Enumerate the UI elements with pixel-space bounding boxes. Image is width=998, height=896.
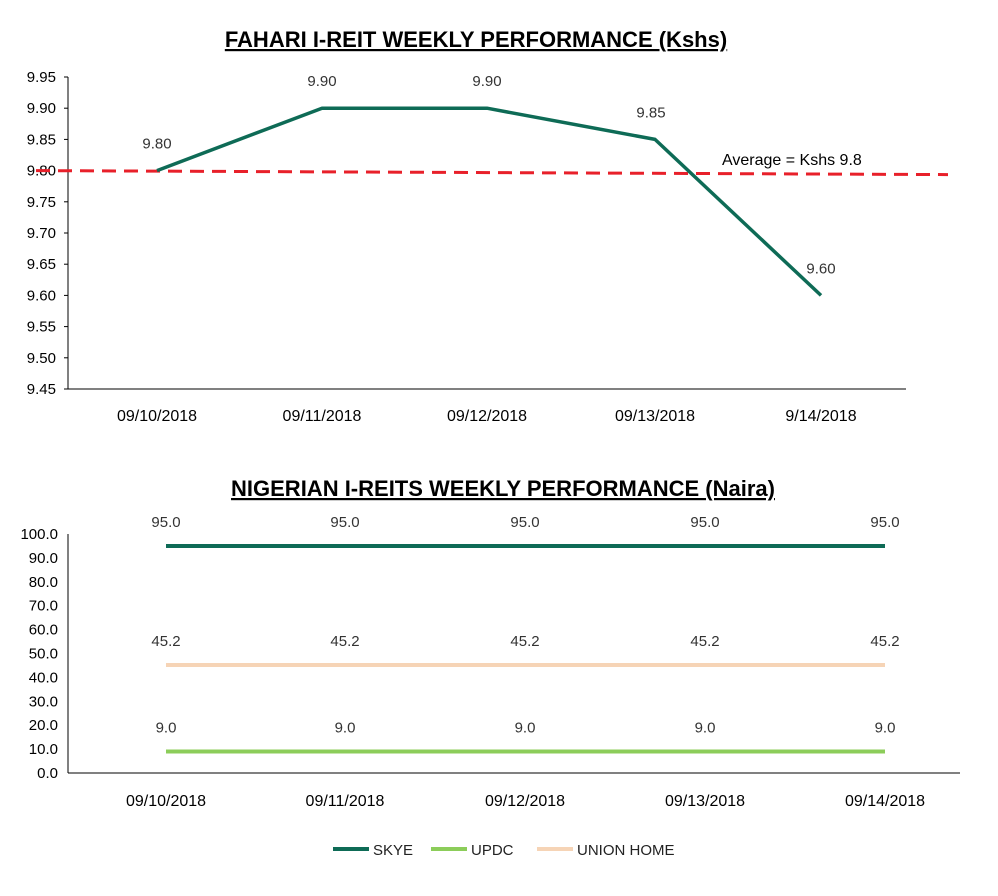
nigerian-skye-data-label: 95.0 xyxy=(510,514,539,531)
fahari-y-tick-label: 9.75 xyxy=(27,194,56,211)
nigerian-union-home-data-label: 45.2 xyxy=(151,633,180,650)
nigerian-reits-chart: NIGERIAN I-REITS WEEKLY PERFORMANCE (Nai… xyxy=(20,476,960,859)
nigerian-y-tick-label: 10.0 xyxy=(29,741,58,758)
nigerian-y-tick-label: 20.0 xyxy=(29,717,58,734)
nigerian-skye-data-label: 95.0 xyxy=(690,514,719,531)
fahari-series xyxy=(156,106,823,297)
nigerian-y-tick-label: 30.0 xyxy=(29,693,58,710)
nigerian-x-tick-label: 09/13/2018 xyxy=(665,793,745,810)
fahari-data-label: 9.80 xyxy=(142,136,171,153)
nigerian-updc-data-label: 9.0 xyxy=(875,719,896,736)
fahari-y-tick-label: 9.70 xyxy=(27,225,56,242)
nigerian-x-tick-label: 09/14/2018 xyxy=(845,793,925,810)
nigerian-updc-data-label: 9.0 xyxy=(695,719,716,736)
fahari-x-tick-label: 09/10/2018 xyxy=(117,408,197,425)
legend-label-skye: SKYE xyxy=(373,842,413,859)
nigerian-skye-data-label: 95.0 xyxy=(870,514,899,531)
nigerian-reits-chart-title: NIGERIAN I-REITS WEEKLY PERFORMANCE (Nai… xyxy=(231,476,775,501)
nigerian-x-tick-label: 09/12/2018 xyxy=(485,793,565,810)
fahari-price-line xyxy=(156,106,823,297)
nigerian-x-tick-labels: 09/10/2018 09/11/2018 09/12/2018 09/13/2018… xyxy=(126,793,925,810)
fahari-y-tick-label: 9.55 xyxy=(27,319,56,336)
nigerian-y-tick-label: 90.0 xyxy=(29,550,58,567)
legend-label-updc: UPDC xyxy=(471,842,514,859)
nigerian-skye-data-label: 95.0 xyxy=(330,514,359,531)
fahari-y-tick-label: 9.50 xyxy=(27,350,56,367)
fahari-x-tick-label: 09/13/2018 xyxy=(615,408,695,425)
fahari-chart-title: FAHARI I-REIT WEEKLY PERFORMANCE (Kshs) xyxy=(225,27,727,52)
nigerian-series xyxy=(166,543,885,754)
nigerian-x-tick-label: 09/10/2018 xyxy=(126,793,206,810)
fahari-x-tick-label: 9/14/2018 xyxy=(785,408,856,425)
nigerian-x-tick-label: 09/11/2018 xyxy=(306,793,385,810)
fahari-average-line-group: Average = Kshs 9.8 xyxy=(35,152,949,177)
fahari-y-tick-label: 9.95 xyxy=(27,69,56,86)
fahari-average-line xyxy=(35,169,949,177)
fahari-y-tick-label: 9.45 xyxy=(27,381,56,398)
nigerian-updc-data-label: 9.0 xyxy=(156,719,177,736)
fahari-x-tick-label: 09/11/2018 xyxy=(283,408,362,425)
fahari-x-tick-label: 09/12/2018 xyxy=(447,408,527,425)
fahari-x-tick-labels: 09/10/2018 09/11/2018 09/12/2018 09/13/2018… xyxy=(117,408,857,425)
fahari-average-annotation: Average = Kshs 9.8 xyxy=(722,152,862,169)
legend-label-union-home: UNION HOME xyxy=(577,842,675,859)
fahari-y-tick-label: 9.65 xyxy=(27,256,56,273)
fahari-y-tick-label: 9.60 xyxy=(27,287,56,304)
fahari-y-tick-label: 9.90 xyxy=(27,100,56,117)
nigerian-skye-data-label: 95.0 xyxy=(151,514,180,531)
nigerian-union-home-data-label: 45.2 xyxy=(690,633,719,650)
fahari-data-label: 9.60 xyxy=(806,260,835,277)
fahari-data-label: 9.85 xyxy=(636,104,665,121)
nigerian-y-tick-label: 50.0 xyxy=(29,646,58,663)
fahari-data-label: 9.90 xyxy=(472,73,501,90)
nigerian-y-tick-label: 100.0 xyxy=(20,526,58,543)
fahari-y-tick-labels: 9.459.509.559.609.659.709.759.809.859.90… xyxy=(27,69,56,398)
fahari-data-label: 9.90 xyxy=(307,73,336,90)
nigerian-axes xyxy=(67,534,960,774)
fahari-chart: FAHARI I-REIT WEEKLY PERFORMANCE (Kshs) … xyxy=(27,27,949,425)
nigerian-updc-data-label: 9.0 xyxy=(335,719,356,736)
fahari-data-labels: 9.80 9.90 9.90 9.85 9.60 xyxy=(142,73,835,277)
nigerian-union-home-data-label: 45.2 xyxy=(870,633,899,650)
nigerian-y-tick-label: 40.0 xyxy=(29,669,58,686)
fahari-axes xyxy=(64,76,906,390)
nigerian-y-tick-label: 70.0 xyxy=(29,598,58,615)
fahari-y-tick-label: 9.85 xyxy=(27,131,56,148)
nigerian-y-tick-label: 0.0 xyxy=(37,765,58,782)
nigerian-legend: SKYE UPDC UNION HOME xyxy=(333,842,675,859)
nigerian-union-home-data-label: 45.2 xyxy=(510,633,539,650)
nigerian-y-tick-label: 60.0 xyxy=(29,622,58,639)
nigerian-union-home-data-label: 45.2 xyxy=(330,633,359,650)
nigerian-y-tick-labels: 0.0 10.0 20.0 30.0 40.0 50.0 60.0 70.0 80.0 90.0 1… xyxy=(20,526,58,782)
nigerian-data-labels: 95.0 95.0 95.0 95.0 95.0 9.0 9.0 9.0 9.0 9.0 45.2 4… xyxy=(151,514,899,737)
nigerian-updc-data-label: 9.0 xyxy=(515,719,536,736)
nigerian-y-tick-label: 80.0 xyxy=(29,574,58,591)
